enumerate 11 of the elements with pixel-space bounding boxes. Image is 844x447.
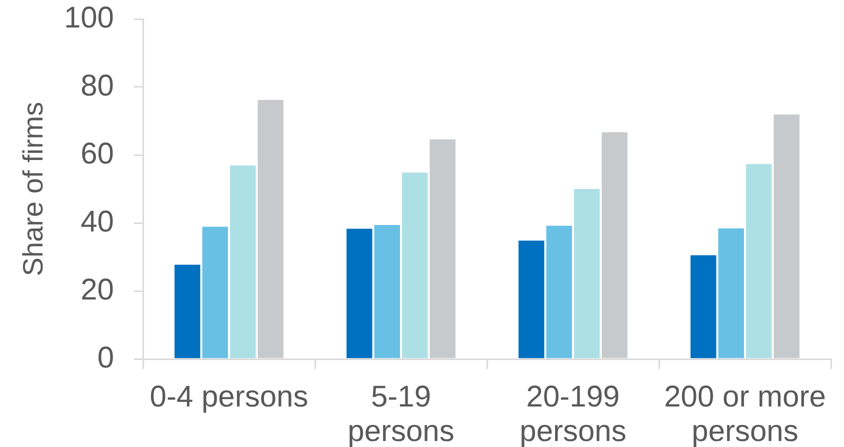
y-axis-title: Share of firms xyxy=(18,102,49,276)
y-tick-label: 60 xyxy=(80,137,114,170)
y-tick-label: 40 xyxy=(80,205,114,238)
x-tick-label: 200 or more persons xyxy=(664,380,826,447)
x-tick-label: 0-4 persons xyxy=(150,380,308,414)
x-tick-label: 20-199 persons xyxy=(520,380,626,447)
y-tick-label: 100 xyxy=(64,1,114,34)
y-tick-label: 20 xyxy=(80,273,114,306)
y-tick-label: 80 xyxy=(80,69,114,102)
x-tick-label: 5-19 persons xyxy=(348,380,454,447)
y-tick-label: 0 xyxy=(97,341,114,374)
